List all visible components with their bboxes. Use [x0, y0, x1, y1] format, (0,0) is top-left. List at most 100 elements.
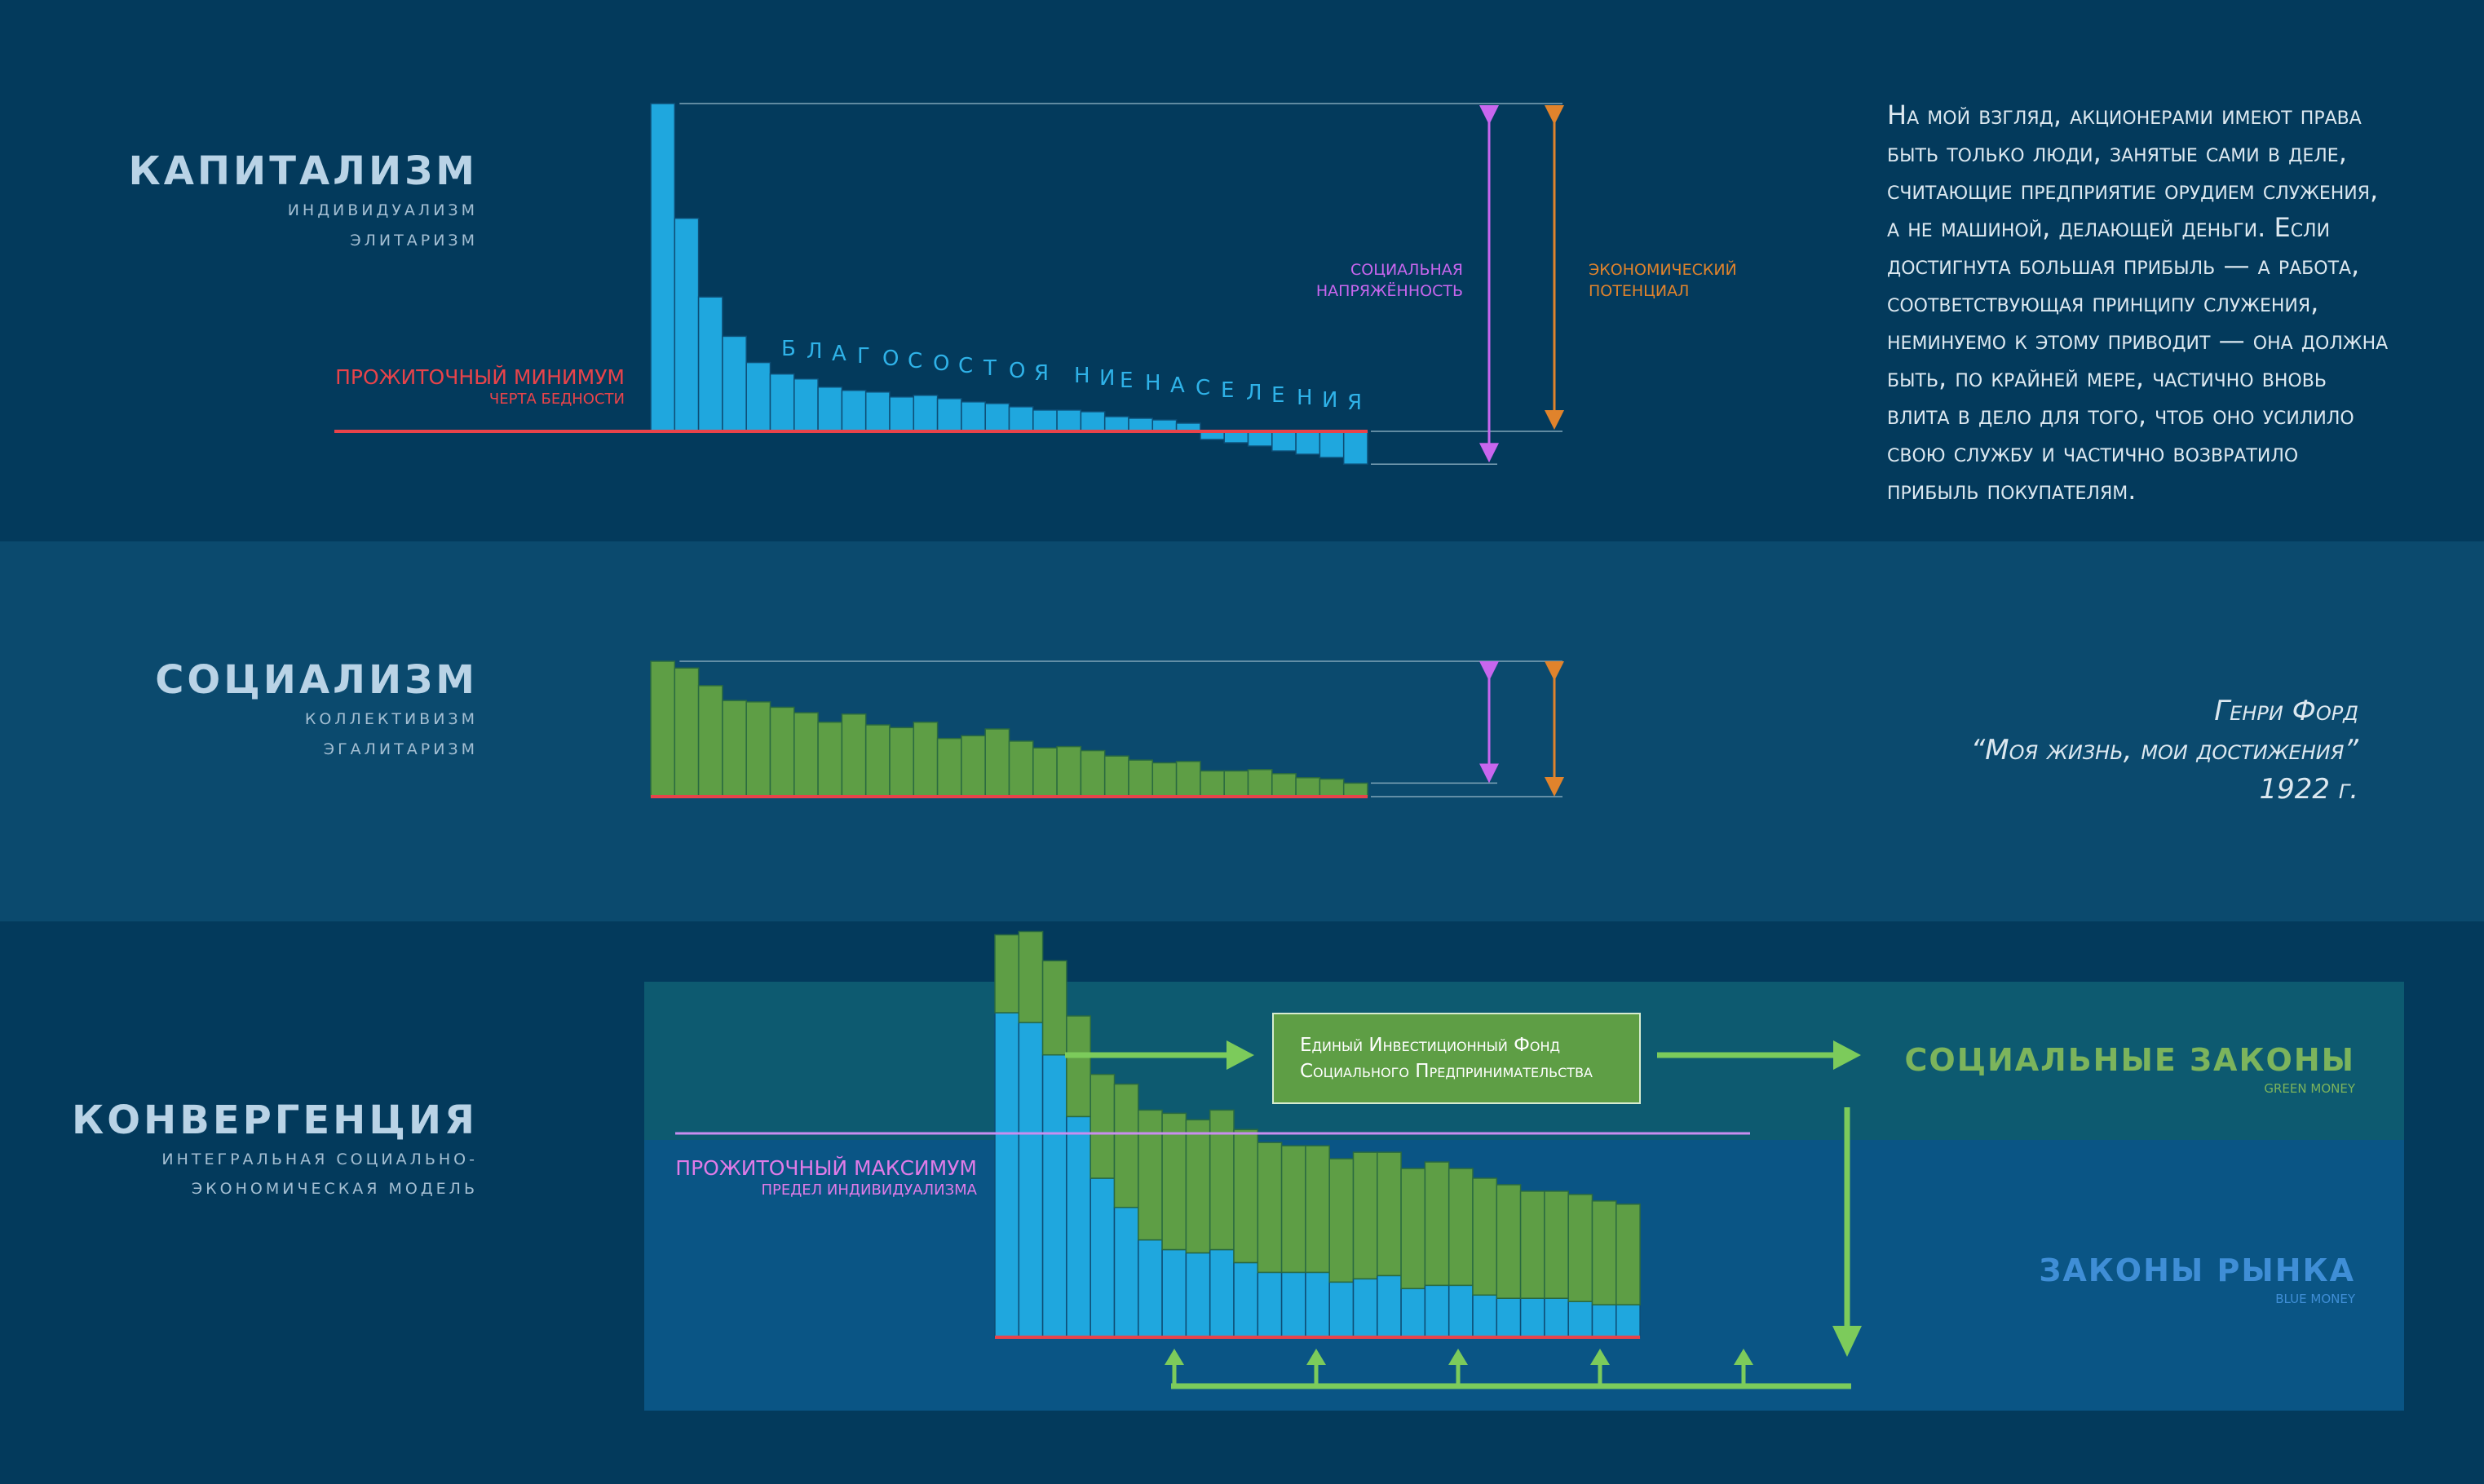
convergence-green-bar — [1328, 1158, 1355, 1283]
convergence-blue-bar — [1280, 1271, 1306, 1338]
convergence-green-bar — [1113, 1083, 1139, 1208]
capitalism-bar — [1342, 431, 1368, 465]
fund-line1: Единый Инвестиционный Фонд — [1300, 1035, 1561, 1056]
socialism-sub1: коллективизм — [304, 710, 478, 728]
socialism-sub2: эгалитаризм — [323, 740, 478, 758]
ford-quote: На мой взгляд, акционерами имеют права б… — [1887, 99, 2389, 506]
capitalism-bar — [1247, 431, 1273, 447]
convergence-blue-bar — [1185, 1252, 1211, 1338]
wealth-letter: С — [1196, 376, 1212, 400]
convergence-blue-bar — [1591, 1304, 1617, 1338]
wealth-letter: Н — [1145, 371, 1163, 395]
convergence-blue-bar — [1305, 1271, 1330, 1338]
convergence-chart — [675, 930, 1750, 1339]
wealth-letter: Л — [807, 339, 824, 364]
convergence-blue-bar — [1448, 1284, 1474, 1338]
convergence-green-bar — [1305, 1145, 1330, 1274]
convergence-sub1: интегральная социально- — [161, 1151, 478, 1168]
socialism-bar — [984, 728, 1010, 797]
wealth-letter: А — [832, 342, 848, 366]
capitalism-bar — [1103, 416, 1129, 432]
convergence-green-bar — [1377, 1151, 1402, 1277]
return-flow-head — [1734, 1349, 1753, 1365]
wealth-letter: О — [882, 347, 900, 371]
wealth-letter: Я — [1034, 361, 1050, 386]
capitalism-bar — [841, 390, 867, 432]
socialism-bar — [1175, 761, 1201, 797]
convergence-blue-bar — [1615, 1304, 1641, 1338]
socialism-band — [0, 541, 2484, 921]
return-flow-head — [1306, 1349, 1326, 1365]
convergence-blue-bar — [1209, 1248, 1235, 1338]
capitalism-bar — [769, 373, 795, 432]
socialism-bar — [1295, 777, 1321, 797]
capitalism-bar — [889, 396, 915, 432]
fund-line2: Социального Предпринимательства — [1300, 1061, 1593, 1082]
convergence-green-bar — [1591, 1200, 1617, 1305]
socialism-bar — [1200, 770, 1225, 797]
convergence-green-bar — [1185, 1119, 1211, 1254]
socialism-bar — [841, 713, 867, 797]
quote-author: Генри Форд — [2214, 695, 2358, 727]
return-flow-head — [1165, 1349, 1184, 1365]
social-laws-sub: Green Money — [2264, 1081, 2355, 1096]
convergence-green-bar — [1615, 1204, 1641, 1305]
socialism-bar — [745, 701, 771, 797]
investment-fund-box: Единый Инвестиционный Фонд Социального П… — [1272, 1013, 1641, 1104]
capitalism-bar — [1080, 411, 1106, 432]
socialism-bar — [864, 724, 891, 797]
convergence-green-bar — [1041, 960, 1067, 1056]
convergence-blue-bar — [1400, 1287, 1426, 1338]
capitalism-bar — [1295, 431, 1321, 455]
capitalism-bar — [1223, 431, 1249, 444]
wealth-letter: Б — [781, 337, 798, 361]
socialism-bar — [1128, 759, 1154, 797]
flow-from-fund-arrow-head — [1833, 1040, 1861, 1070]
convergence-green-bar — [1472, 1177, 1498, 1296]
socialism-bar — [913, 721, 939, 797]
socialism-bar — [1008, 740, 1034, 797]
convergence-green-bar — [1209, 1109, 1235, 1251]
quote-book: “Моя жизнь, мои достижения” — [1970, 734, 2358, 766]
potential-label: экономический потенциал — [1589, 261, 1737, 300]
socialism-bar — [1223, 770, 1249, 797]
convergence-green-bar — [1544, 1190, 1569, 1299]
wealth-letter: Н — [1297, 386, 1315, 410]
max-label: Прожиточный максимум — [675, 1156, 977, 1180]
wealth-letter: И — [1322, 388, 1339, 413]
convergence-blue-bar — [1138, 1239, 1163, 1338]
capitalism-bar — [984, 403, 1010, 432]
convergence-blue-bar — [1041, 1053, 1067, 1338]
convergence-green-bar — [1233, 1128, 1259, 1264]
tension-label: социальная напряжённость — [1315, 261, 1463, 300]
capitalism-bar — [722, 335, 747, 432]
socialism-bar — [674, 667, 700, 797]
convergence-blue-bar — [1161, 1248, 1187, 1338]
socialism-chart — [650, 660, 1368, 798]
min-label: Прожиточный минимум — [335, 365, 625, 389]
capitalism-bar — [817, 386, 843, 432]
convergence-blue-bar — [1424, 1284, 1450, 1338]
wealth-letter: Н — [1074, 364, 1092, 388]
socialism-bar — [889, 727, 915, 797]
capitalism-title: Капитализм — [128, 148, 478, 194]
wealth-letter: С — [958, 354, 975, 378]
flow-to-fund-arrow-head — [1227, 1040, 1254, 1070]
capitalism-bar — [1008, 406, 1034, 432]
convergence-green-bar — [1448, 1168, 1474, 1287]
convergence-green-bar — [1400, 1168, 1426, 1290]
quote-year: 1922 г. — [2259, 773, 2358, 806]
capitalism-bar — [1271, 431, 1297, 452]
wealth-letter: Е — [1120, 369, 1134, 393]
wealth-letter: Е — [1221, 378, 1235, 403]
wealth-letter: Я — [1347, 391, 1364, 415]
convergence-blue-bar — [1472, 1294, 1498, 1338]
capitalism-bar — [913, 395, 939, 432]
convergence-green-bar — [1496, 1184, 1522, 1299]
socialism-title: Социализм — [155, 657, 478, 703]
capitalism-bar — [936, 398, 962, 432]
socialism-bar — [650, 660, 676, 797]
capitalism-bar — [1032, 409, 1058, 432]
